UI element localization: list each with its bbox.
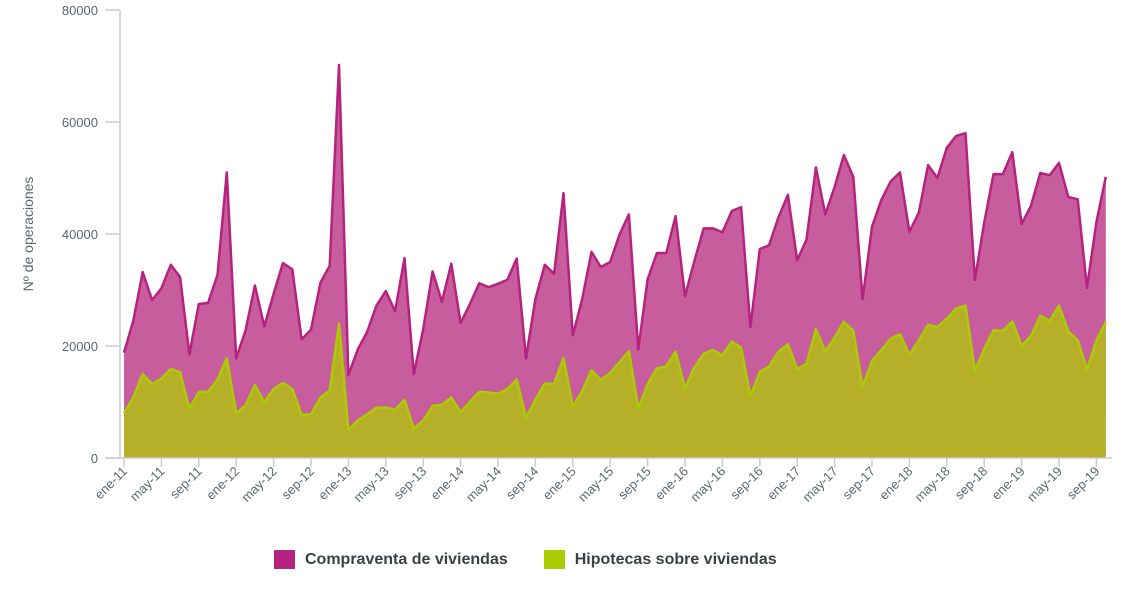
area-compraventa [124,64,1106,459]
legend: Compraventa de viviendas Hipotecas sobre… [274,550,777,569]
x-tick-label: sep-17 [839,464,878,503]
y-axis-label: Nº de operaciones [20,177,36,292]
y-axis-ticks: 0 20000 40000 60000 80000 [62,3,120,466]
x-tick-label: sep-14 [503,464,542,503]
x-tick-label: ene-14 [427,464,466,503]
x-tick-label: sep-11 [167,464,205,502]
x-tick-label: ene-16 [652,464,691,503]
y-tick-label: 60000 [62,115,98,130]
series-areas [122,63,1108,459]
x-tick-label: may-15 [575,464,616,505]
points-compraventa [123,64,1106,376]
y-tick-label: 80000 [62,3,98,18]
x-tick-label: may-12 [238,464,279,505]
legend-label-compraventa: Compraventa de viviendas [305,550,508,568]
x-tick-label: may-11 [127,464,168,505]
legend-swatch-compraventa [274,550,295,569]
x-tick-label: may-14 [463,464,504,505]
x-tick-label: ene-18 [876,464,915,503]
y-tick-label: 20000 [62,339,98,354]
x-tick-label: ene-13 [315,464,354,503]
x-tick-label: ene-19 [988,464,1027,503]
x-tick-label: sep-12 [278,464,317,503]
legend-item-compraventa: Compraventa de viviendas [274,550,508,569]
legend-swatch-hipotecas [543,550,565,569]
points-hipotecas [123,305,1106,431]
x-tick-label: may-18 [912,464,953,505]
x-tick-label: may-17 [799,464,840,505]
line-compraventa [122,63,1108,377]
x-tick-label: sep-18 [952,464,991,503]
x-tick-label: sep-13 [391,464,430,503]
x-tick-label: ene-12 [203,464,242,503]
line-hipotecas [122,304,1107,432]
y-tick-label: 40000 [62,227,98,242]
x-tick-label: sep-16 [727,464,766,503]
x-tick-label: sep-19 [1064,464,1103,503]
y-tick-label: 0 [91,451,98,466]
x-tick-label: ene-15 [540,464,579,503]
x-tick-label: may-19 [1024,464,1065,505]
legend-label-hipotecas: Hipotecas sobre viviendas [574,550,777,568]
legend-item-hipotecas: Hipotecas sobre viviendas [543,550,777,569]
x-tick-label: sep-15 [615,464,654,503]
area-hipotecas [124,305,1106,458]
x-tick-label: ene-11 [92,464,131,503]
x-tick-label: may-13 [351,464,392,505]
x-tick-label: may-16 [687,464,728,505]
x-tick-label: ene-17 [764,464,803,503]
